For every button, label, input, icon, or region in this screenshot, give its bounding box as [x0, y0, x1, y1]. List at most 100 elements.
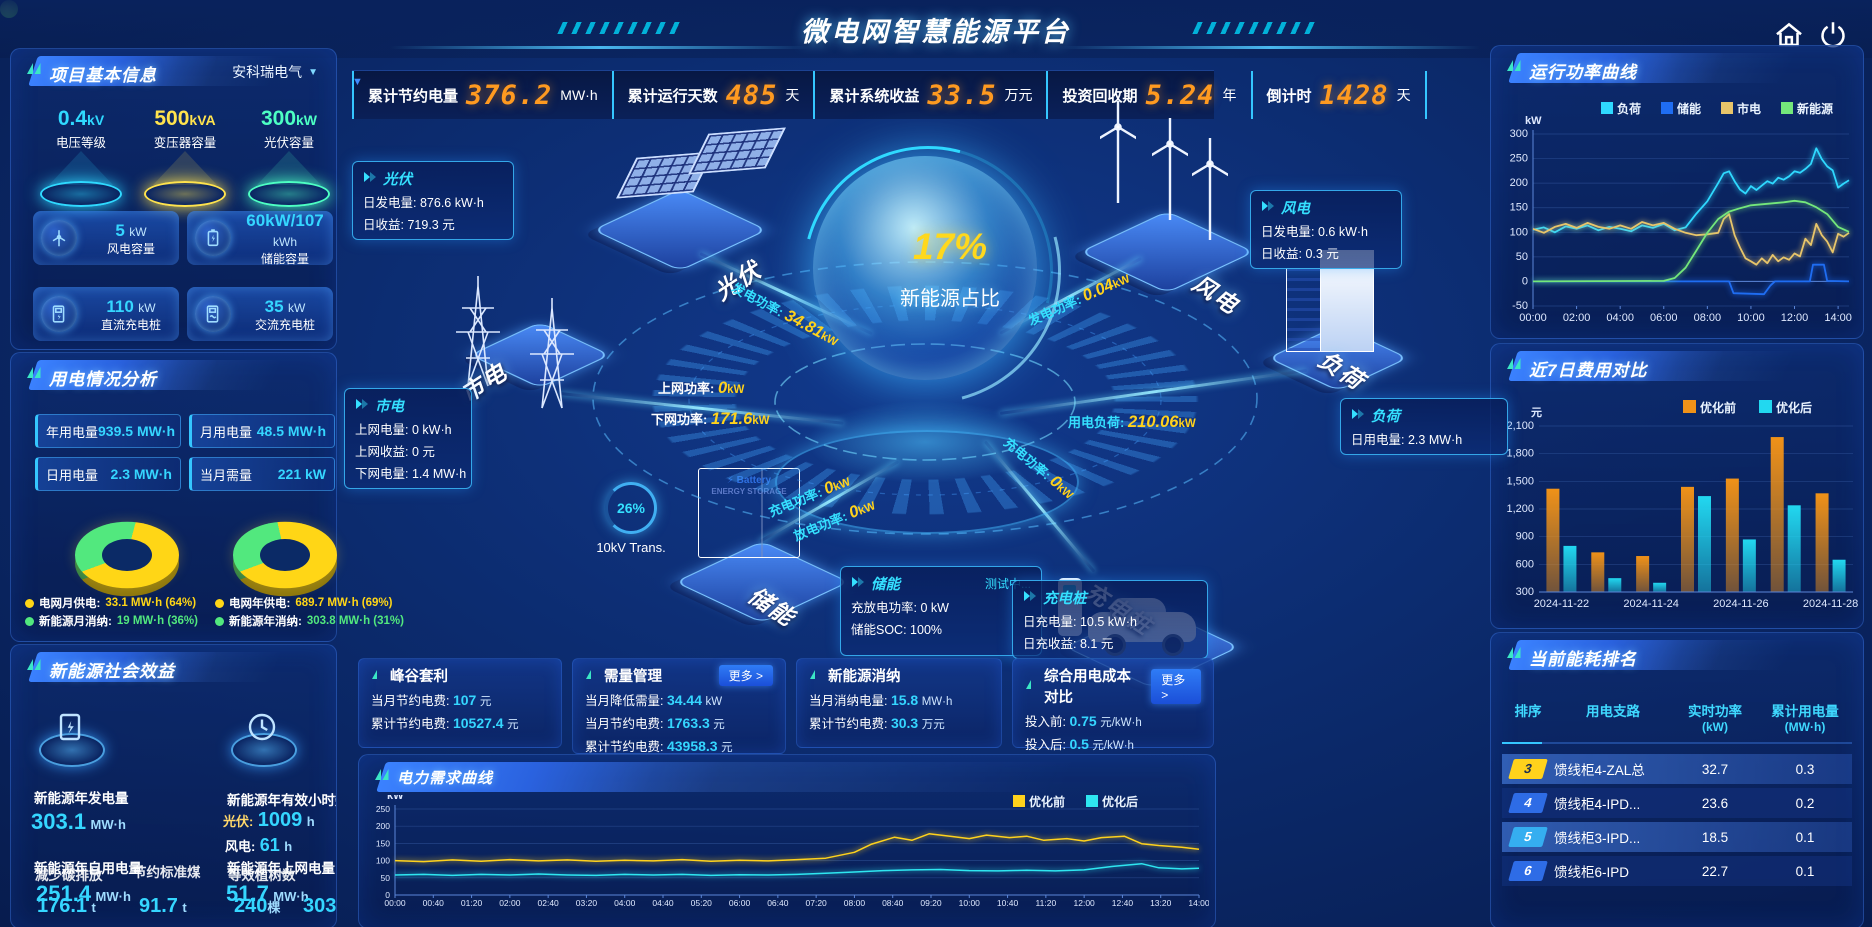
panel-corner-icon	[371, 668, 383, 684]
svg-text:250: 250	[376, 804, 390, 814]
kpi-label: 累计系统收益	[829, 87, 920, 105]
table-row[interactable]: 6 馈线柜6-IPD 22.7 0.1	[1502, 856, 1852, 886]
capacity-card-text: 5 kW 风电容量	[106, 220, 155, 256]
info-box-grid: 市电 上网电量: 0 kW·h 上网收益: 0 元下网电量: 1.4 MW·h	[344, 388, 472, 489]
svg-text:250: 250	[1510, 153, 1528, 165]
svg-text:11:20: 11:20	[1036, 898, 1057, 908]
kpi-unit: MW·h	[560, 87, 598, 103]
header-line-right	[1060, 46, 1480, 49]
demand-curve-chart: 0 50 100 150 200 250 00:00 00:40 01:20 02:00 02:40…	[376, 795, 1209, 908]
kpi-item-0: 累计节约电量 376.2 MW·h	[352, 71, 612, 119]
info-box-line: 日收益: 0.3 元	[1261, 247, 1339, 261]
usage-stat-label: 年用电量	[46, 424, 99, 440]
info-box-title: 市电	[355, 395, 461, 416]
mid-panel-line: 当月降低需量: 34.44 kW	[585, 692, 723, 708]
wind-turbine-icon	[1189, 132, 1231, 247]
legend-label: 新能源月消纳:	[39, 616, 112, 628]
rank-cell: 5	[1502, 827, 1554, 847]
svg-text:2024-11-28: 2024-11-28	[1803, 598, 1858, 610]
svg-text:03:20: 03:20	[576, 898, 598, 908]
svg-text:02:40: 02:40	[538, 898, 560, 908]
legend-label: 电网月供电:	[39, 598, 101, 610]
svg-text:0: 0	[1522, 275, 1528, 287]
panel-usage-header: 用电情况分析	[19, 359, 328, 393]
benefit-feedin-label: 新能源年上网电量	[227, 861, 335, 876]
panel-corner-icon	[1505, 356, 1522, 376]
header-deco-left	[557, 22, 683, 34]
panel-social-benefit: 新能源社会效益 新能源年发电量 303.1 MW·h 新能源年有效小时数 光伏:…	[10, 644, 337, 927]
capacity-card-text: 110 kW 直流充电桩	[100, 296, 161, 332]
usage-stat-label: 日用电量	[46, 467, 99, 483]
svg-text:150: 150	[376, 838, 390, 848]
info-box-charger: 充电桩 日充电量: 10.5 kW·h 日充收益: 8.1 元	[1012, 580, 1208, 659]
svg-text:10:00: 10:00	[959, 898, 981, 908]
svg-text:2,100: 2,100	[1506, 420, 1534, 432]
home-icon[interactable]	[1772, 18, 1806, 52]
legend-dot	[25, 616, 34, 626]
svg-text:2024-11-26: 2024-11-26	[1713, 598, 1768, 610]
panel-demand-curve: 电力需求曲线 0 50 100 150 200 250 00:00 00:40 01:20 02:…	[358, 754, 1216, 927]
capacity-card-1: 60kW/107 kWh 储能容量	[187, 211, 333, 266]
wind-hours-value: 61	[259, 835, 280, 855]
info-box-line: 日发电量: 876.6 kW·h	[363, 196, 484, 210]
flow-label-1: 上网功率: 0kW	[658, 379, 745, 397]
ranking-header-cell: 排序	[1514, 704, 1542, 719]
panel-corner-icon	[25, 365, 42, 385]
battery-icon	[195, 220, 231, 256]
svg-text:储能: 储能	[1677, 101, 1701, 116]
energy-cell: 0.1	[1795, 863, 1815, 879]
more-button[interactable]: 更多 >	[718, 665, 773, 686]
svg-text:00:40: 00:40	[423, 898, 445, 908]
dc-charger-icon	[41, 296, 77, 332]
panel-benefit-header: 新能源社会效益	[19, 651, 328, 685]
mid-panel-title: 需量管理	[604, 669, 662, 685]
donut-hole	[260, 539, 310, 571]
pedestal-value: 500kVA	[154, 107, 216, 130]
arrow-right-icon	[355, 398, 369, 414]
kpi-label: 累计节约电量	[368, 87, 459, 105]
kpi-unit: 天	[1396, 87, 1411, 103]
mid-panel-line: 累计节约电费: 30.3 万元	[809, 715, 945, 731]
table-row[interactable]: 4 馈线柜4-IPD... 23.6 0.2	[1502, 788, 1852, 818]
mid-panel-line: 当月消纳电量: 15.8 MW·h	[809, 692, 953, 708]
legend-label: 新能源年消纳:	[229, 616, 302, 628]
table-row[interactable]: 5 馈线柜3-IPD... 18.5 0.1	[1502, 822, 1852, 852]
capacity-card-text: 35 kW 交流充电桩	[254, 296, 315, 332]
energy-cell: 0.1	[1795, 829, 1815, 845]
panel-demand-title: 电力需求曲线	[397, 770, 494, 787]
arrow-right-icon	[851, 576, 865, 592]
panel-corner-icon	[373, 767, 390, 787]
mid-panel-line: 投入后: 0.5 元/kW·h	[1025, 736, 1134, 752]
panel-corner-icon	[809, 668, 821, 684]
usage-donut-0	[75, 503, 179, 597]
svg-text:04:00: 04:00	[614, 898, 636, 908]
branch-cell: 馈线柜4-ZAL总	[1554, 763, 1645, 778]
svg-text:200: 200	[1510, 177, 1528, 189]
table-row[interactable]: 3 馈线柜4-ZAL总 32.7 0.3	[1502, 754, 1852, 784]
usage-stat-1: 月用电量 48.5 MW·h	[189, 414, 335, 448]
panel-power-curve: 运行功率曲线 -50 0 50 100 150 200 250 300 00:00 02:00 04…	[1490, 45, 1864, 339]
info-box-name: 市电	[375, 399, 404, 415]
svg-text:12:00: 12:00	[1781, 312, 1809, 324]
capacity-card-2: 110 kW 直流充电桩	[33, 287, 179, 341]
more-button[interactable]: 更多 >	[1151, 668, 1201, 704]
chevron-down-icon: ▼	[308, 66, 318, 78]
page-title: 微电网智慧能源平台	[801, 17, 1071, 47]
panel-power-title: 运行功率曲线	[1529, 63, 1637, 82]
usage-stat-0: 年用电量 939.5 MW·h	[35, 414, 181, 448]
mid-panel-line: 投入前: 0.75 元/kW·h	[1025, 713, 1142, 729]
company-select[interactable]: 安科瑞电气 ▼	[232, 62, 318, 82]
legend-value: 19 MW·h (36%)	[116, 615, 198, 627]
info-box-line: 上网电量: 0 kW·h	[355, 423, 452, 437]
svg-text:12:40: 12:40	[1112, 898, 1134, 908]
energy-ranking-table: 排序 用电支路 实时功率 (kW) 累计用电量 (MW·h) 3 馈线柜4-ZAL总 32.7 0…	[1502, 700, 1852, 890]
panel-corner-icon	[1505, 645, 1522, 665]
svg-text:50: 50	[1516, 251, 1528, 263]
svg-text:50: 50	[381, 873, 391, 883]
mid-panel-0: 峰谷套利 当月节约电费: 107 元累计节约电费: 10527.4 元	[358, 658, 562, 748]
svg-text:13:20: 13:20	[1150, 898, 1172, 908]
info-box-title: 风电	[1261, 197, 1391, 218]
info-box-title: 储能 测试中...	[851, 573, 1031, 594]
kpi-label: 投资回收期	[1062, 87, 1138, 105]
panel-power-header: 运行功率曲线	[1499, 52, 1855, 86]
